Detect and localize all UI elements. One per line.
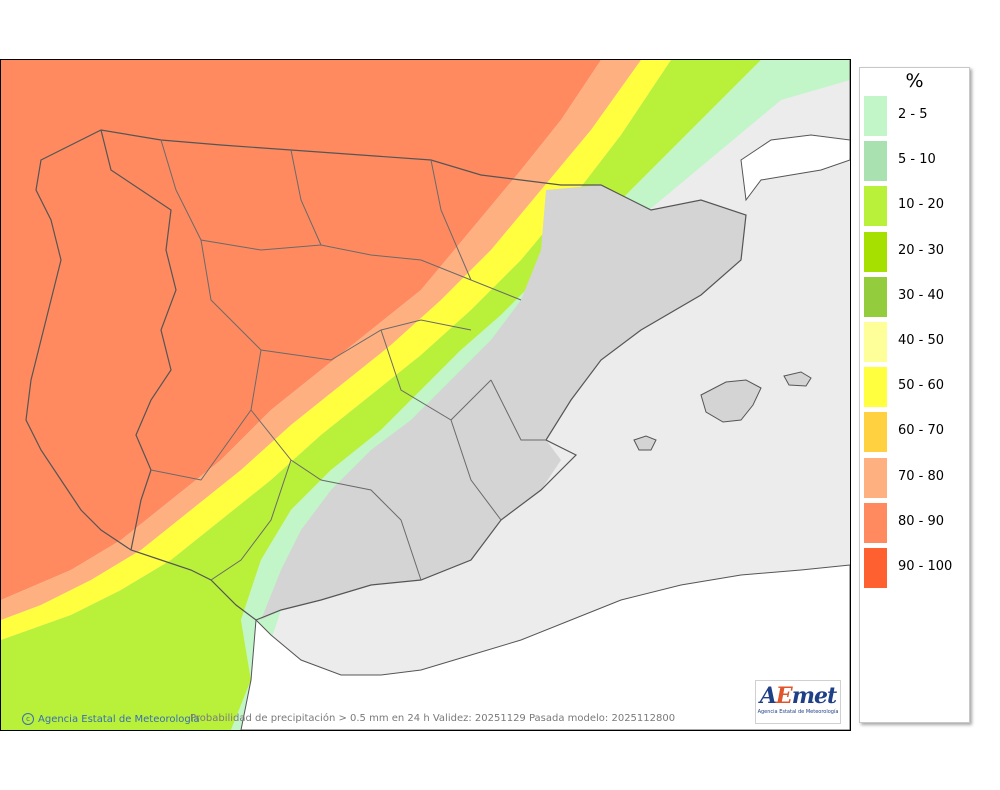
legend-label: 60 - 70 (898, 423, 945, 439)
legend-label: 20 - 30 (898, 242, 945, 258)
france-land (740, 60, 850, 202)
legend-label: 5 - 10 (898, 152, 936, 168)
legend-label: 70 - 80 (898, 468, 945, 484)
legend-swatch (864, 231, 887, 272)
ibiza (633, 435, 657, 451)
legend-label: 50 - 60 (898, 378, 945, 394)
legend-swatch (864, 96, 887, 136)
low-probability-land-east (261, 185, 746, 620)
legend-label: 30 - 40 (898, 287, 945, 303)
north-africa-land (240, 564, 850, 730)
legend-label: 2 - 5 (898, 107, 928, 122)
menorca (783, 371, 812, 387)
aemet-logo-word: AEmet (759, 683, 837, 709)
map-caption: Probabilidad de precipitación > 0.5 mm e… (190, 713, 676, 724)
probability-zone-50-70 (1, 60, 671, 640)
legend-swatch (864, 412, 887, 453)
legend-label: 90 - 100 (898, 558, 953, 574)
agency-credit: c Agencia Estatal de Meteorología (22, 713, 200, 725)
legend-swatch (864, 547, 887, 588)
legend-swatch (864, 186, 887, 227)
legend-swatch (864, 367, 887, 408)
legend-swatch (864, 502, 887, 543)
legend-label: 10 - 20 (898, 197, 945, 213)
legend-swatch (864, 321, 887, 362)
map-canvas (1, 60, 850, 730)
aemet-logo-subtitle: Agencia Estatal de Meteorología (757, 709, 839, 715)
precipitation-probability-map (0, 59, 851, 731)
legend-swatch (864, 457, 887, 498)
copyright-icon: c (22, 713, 34, 725)
legend-panel: % 2 - 5 5 - 10 10 - 20 20 - 30 30 - 40 40 - 5… (859, 67, 970, 723)
probability-zone-70-80 (1, 60, 641, 620)
agency-credit-text: Agencia Estatal de Meteorología (38, 714, 200, 725)
legend-label: 40 - 50 (898, 332, 945, 348)
mallorca (700, 379, 762, 423)
regional-borders (150, 139, 546, 581)
legend-unit: % (905, 70, 924, 92)
aemet-logo: AEmet Agencia Estatal de Meteorología (755, 680, 841, 724)
legend-swatch (864, 276, 887, 317)
probability-zone-80-90-atlantic (1, 60, 601, 600)
legend-label: 80 - 90 (898, 513, 945, 529)
legend-swatch (864, 141, 887, 182)
